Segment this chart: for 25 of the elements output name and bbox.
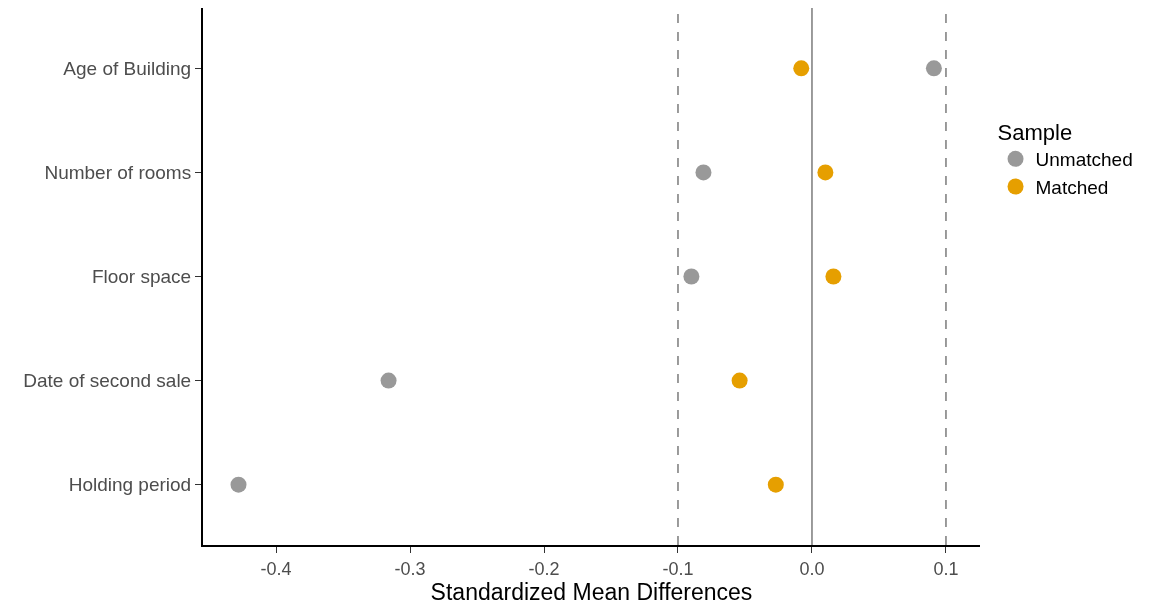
x-axis-title: Standardized Mean Differences xyxy=(430,578,753,605)
y-tick-label: Date of second sale xyxy=(23,370,192,392)
x-tick-label: -0.1 xyxy=(662,558,694,579)
point xyxy=(817,164,834,181)
x-tick-label: 0.1 xyxy=(933,558,959,579)
point xyxy=(767,476,784,493)
point xyxy=(380,372,397,389)
y-tick-label: Floor space xyxy=(91,266,192,288)
legend-label: Unmatched xyxy=(1035,149,1133,171)
point xyxy=(683,268,700,285)
point xyxy=(825,268,842,285)
legend-label: Matched xyxy=(1035,176,1109,198)
point xyxy=(793,60,810,77)
point xyxy=(230,476,247,493)
y-tick-label: Holding period xyxy=(68,474,192,496)
point xyxy=(695,164,712,181)
x-tick-label: -0.2 xyxy=(528,558,560,579)
x-tick-label: -0.4 xyxy=(260,558,292,579)
legend-title: Sample xyxy=(997,119,1073,145)
point xyxy=(731,372,748,389)
point xyxy=(925,60,942,77)
y-tick-label: Number of rooms xyxy=(44,162,192,184)
x-tick-label: -0.3 xyxy=(394,558,426,579)
x-tick-label: 0.0 xyxy=(799,558,825,579)
y-tick-label: Age of Building xyxy=(63,58,192,80)
